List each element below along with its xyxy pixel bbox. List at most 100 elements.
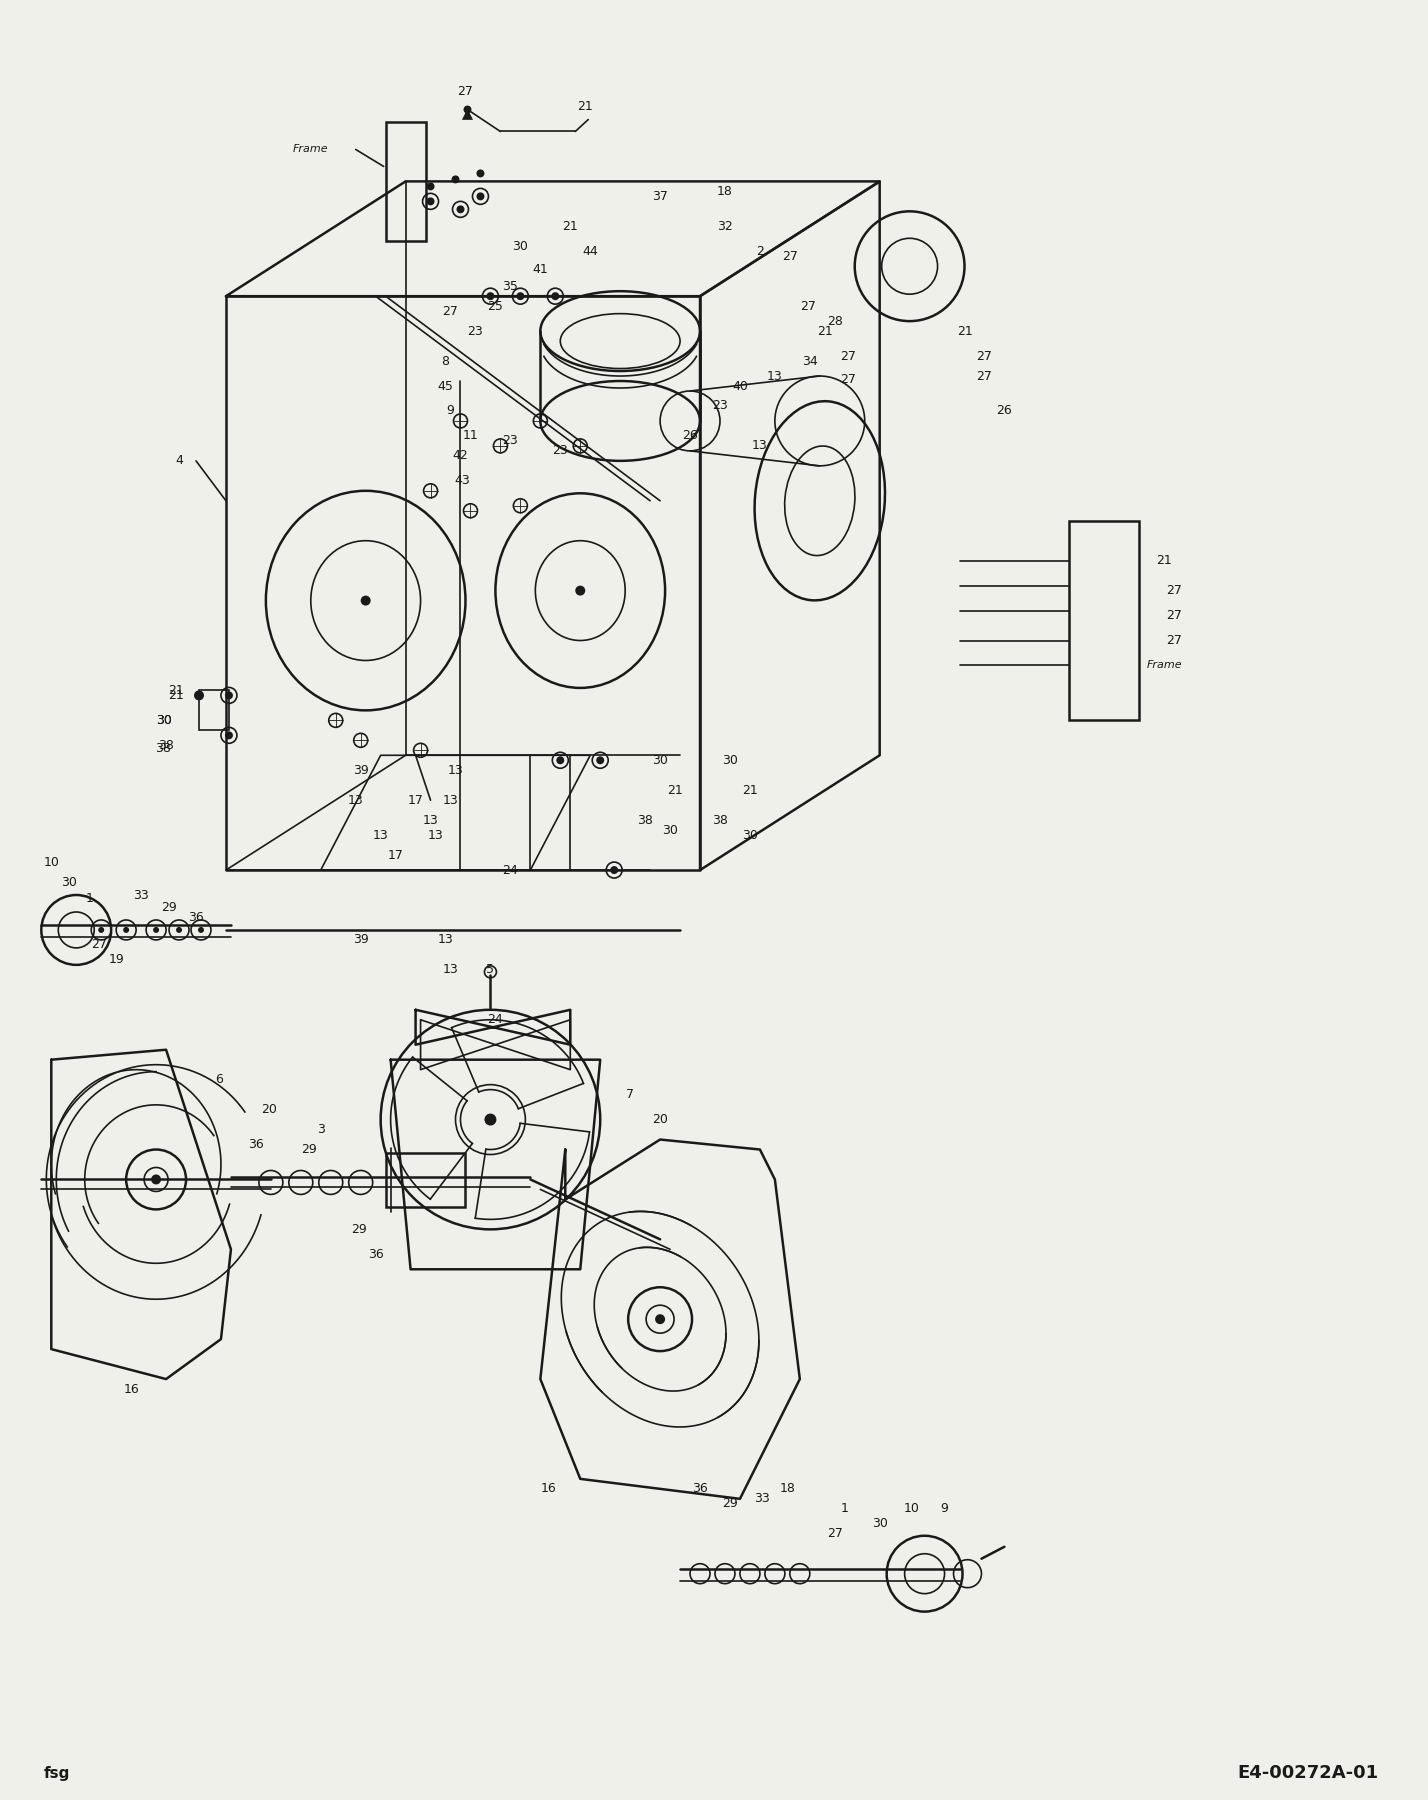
Text: 33: 33 [133, 889, 149, 902]
Text: 21: 21 [1157, 554, 1172, 567]
Text: 26: 26 [997, 405, 1012, 418]
Text: 36: 36 [248, 1138, 264, 1150]
Text: 39: 39 [353, 763, 368, 778]
Circle shape [427, 198, 434, 205]
Text: 41: 41 [533, 263, 548, 275]
Bar [1070, 520, 1140, 720]
Text: 27: 27 [457, 85, 474, 97]
Text: 13: 13 [427, 828, 444, 842]
Text: 21: 21 [817, 324, 833, 338]
Circle shape [198, 927, 204, 932]
Text: 2: 2 [755, 245, 764, 257]
Circle shape [99, 927, 104, 932]
Text: 27: 27 [1167, 585, 1182, 598]
Text: 44: 44 [583, 245, 598, 257]
Bar [386, 122, 426, 241]
Text: 18: 18 [717, 185, 733, 198]
Circle shape [427, 182, 434, 191]
Text: 29: 29 [351, 1222, 367, 1237]
Text: 45: 45 [437, 380, 454, 392]
Text: 38: 38 [156, 742, 171, 754]
Text: 27: 27 [840, 349, 855, 362]
Text: 36: 36 [368, 1247, 384, 1260]
Circle shape [484, 1114, 497, 1125]
Circle shape [477, 169, 484, 178]
Text: 21: 21 [577, 101, 593, 113]
Text: 27: 27 [91, 938, 107, 952]
Text: 1: 1 [86, 891, 93, 905]
Text: 27: 27 [827, 1526, 843, 1541]
Text: 21: 21 [563, 220, 578, 232]
Text: 13: 13 [437, 934, 454, 947]
Circle shape [226, 691, 233, 700]
Circle shape [176, 927, 181, 932]
Circle shape [151, 1174, 161, 1184]
Bar [198, 691, 228, 731]
Text: 26: 26 [683, 430, 698, 443]
Circle shape [517, 292, 524, 301]
Text: 34: 34 [803, 355, 818, 367]
Text: 30: 30 [513, 239, 528, 252]
Circle shape [597, 756, 604, 765]
Text: 39: 39 [353, 934, 368, 947]
Text: 28: 28 [827, 315, 843, 328]
Text: 10: 10 [43, 855, 59, 869]
Text: 30: 30 [156, 715, 171, 727]
Text: E4-00272A-01: E4-00272A-01 [1238, 1764, 1378, 1782]
Text: 38: 38 [159, 738, 174, 752]
Circle shape [194, 691, 204, 700]
Text: 13: 13 [753, 439, 768, 452]
Text: 17: 17 [407, 794, 424, 806]
Text: 18: 18 [780, 1483, 795, 1496]
Circle shape [361, 596, 371, 605]
Text: 13: 13 [447, 763, 463, 778]
Text: 9: 9 [941, 1503, 948, 1516]
Text: 4: 4 [176, 454, 183, 468]
Text: 20: 20 [653, 1112, 668, 1127]
Text: 35: 35 [503, 279, 518, 293]
Text: 16: 16 [540, 1483, 555, 1496]
Text: 38: 38 [637, 814, 653, 826]
Circle shape [575, 585, 585, 596]
Text: 13: 13 [348, 794, 364, 806]
Text: 13: 13 [373, 828, 388, 842]
Text: 27: 27 [977, 369, 992, 383]
Text: 42: 42 [453, 450, 468, 463]
Text: 21: 21 [169, 684, 184, 697]
Circle shape [487, 292, 494, 301]
Text: 8: 8 [441, 355, 450, 367]
Text: 30: 30 [871, 1517, 888, 1530]
Text: 19: 19 [109, 954, 124, 967]
Text: 29: 29 [723, 1498, 738, 1510]
Text: 21: 21 [667, 783, 683, 797]
Text: 29: 29 [161, 902, 177, 914]
Text: 9: 9 [447, 405, 454, 418]
Text: 13: 13 [443, 794, 458, 806]
Text: 29: 29 [301, 1143, 317, 1156]
Text: 10: 10 [904, 1503, 920, 1516]
Circle shape [610, 866, 618, 875]
Text: 30: 30 [156, 715, 171, 727]
Polygon shape [463, 110, 473, 119]
Text: 36: 36 [693, 1483, 708, 1496]
Text: 38: 38 [713, 814, 728, 826]
Text: 7: 7 [625, 1089, 634, 1102]
Text: 23: 23 [713, 400, 728, 412]
Text: 3: 3 [317, 1123, 324, 1136]
Text: 24: 24 [487, 1013, 503, 1026]
Text: 25: 25 [487, 299, 503, 313]
Text: 23: 23 [467, 324, 483, 338]
Text: 16: 16 [123, 1382, 139, 1395]
Text: 23: 23 [503, 434, 518, 448]
Text: 43: 43 [454, 475, 470, 488]
Text: 37: 37 [653, 189, 668, 203]
Text: 13: 13 [443, 963, 458, 976]
Text: 11: 11 [463, 430, 478, 443]
Circle shape [551, 292, 560, 301]
Circle shape [655, 1314, 665, 1325]
Text: 40: 40 [733, 380, 748, 392]
Circle shape [457, 205, 464, 214]
Circle shape [123, 927, 129, 932]
Text: 13: 13 [767, 369, 783, 383]
Text: 13: 13 [423, 814, 438, 826]
